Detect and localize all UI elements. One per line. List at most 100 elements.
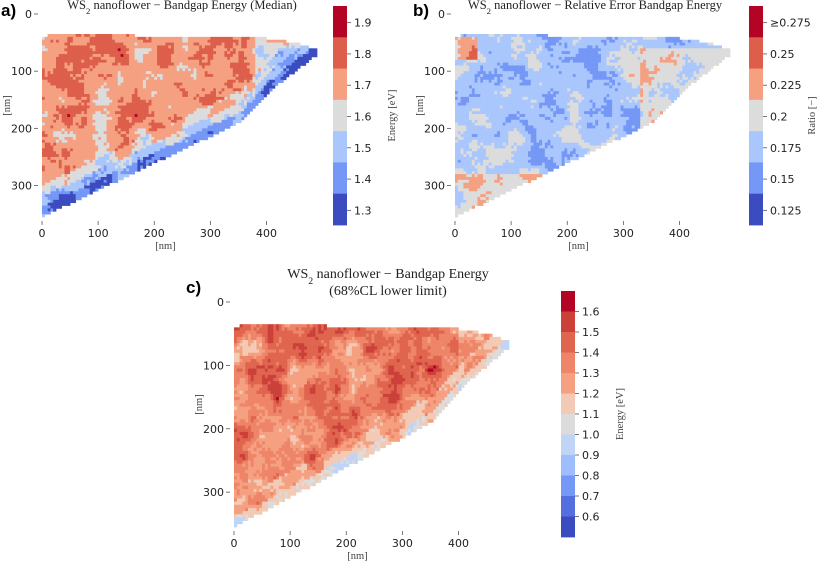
heatmap-cell — [556, 65, 560, 69]
heatmap-cell — [103, 42, 107, 46]
heatmap-cell — [179, 134, 183, 138]
heatmap-cell — [249, 48, 253, 52]
heatmap-cell — [120, 136, 124, 141]
heatmap-cell — [95, 156, 99, 161]
heatmap-cell — [106, 56, 110, 61]
heatmap-cell — [721, 48, 725, 52]
heatmap-cell — [553, 54, 557, 58]
heatmap-cell — [53, 125, 57, 129]
heatmap-cell — [244, 82, 248, 86]
heatmap-cell — [50, 142, 54, 146]
heatmap-cell — [690, 62, 694, 66]
heatmap-cell — [157, 42, 161, 46]
heatmap-cell — [260, 36, 265, 41]
heatmap-cell — [463, 48, 467, 52]
heatmap-cell — [513, 59, 518, 63]
heatmap-cell — [112, 76, 116, 81]
heatmap-cell — [536, 65, 540, 69]
heatmap-cell — [72, 91, 77, 95]
heatmap-cell — [210, 71, 214, 75]
heatmap-cell — [297, 45, 301, 49]
heatmap-cell — [140, 94, 144, 98]
heatmap-cell — [148, 151, 152, 155]
heatmap-cell — [56, 145, 60, 149]
heatmap-cell — [56, 125, 60, 129]
heatmap-cell — [137, 74, 141, 78]
heatmap-cell — [162, 59, 166, 63]
heatmap-cell — [131, 111, 135, 115]
heatmap-cell — [249, 99, 253, 103]
heatmap-cell — [67, 154, 71, 158]
heatmap-cell — [140, 65, 144, 69]
heatmap-cell — [47, 108, 51, 112]
heatmap-cell — [252, 36, 256, 41]
heatmap-cell — [469, 48, 473, 52]
heatmap-cell — [210, 125, 214, 129]
heatmap-cell — [182, 116, 186, 121]
heatmap-cell — [84, 91, 88, 95]
heatmap-cell — [210, 39, 214, 43]
heatmap-cell — [466, 59, 470, 63]
heatmap-cell — [190, 99, 194, 103]
heatmap-cell — [628, 42, 633, 46]
heatmap-cell — [154, 156, 158, 161]
heatmap-cell — [92, 56, 96, 61]
heatmap-cell — [100, 116, 105, 121]
heatmap-cell — [72, 151, 77, 155]
heatmap-cell — [75, 48, 79, 52]
heatmap-cell — [151, 111, 155, 115]
heatmap-cell — [623, 59, 627, 63]
heatmap-cell — [690, 39, 694, 43]
heatmap-cell — [134, 142, 138, 146]
heatmap-cell — [637, 39, 641, 43]
heatmap-cell — [84, 114, 88, 118]
heatmap-cell — [204, 36, 208, 41]
heatmap-cell — [131, 128, 135, 132]
heatmap-cell — [157, 114, 161, 118]
heatmap-cell — [42, 182, 46, 186]
heatmap-cell — [288, 42, 293, 46]
heatmap-cell — [100, 34, 105, 38]
heatmap-cell — [109, 142, 113, 146]
heatmap-cell — [218, 96, 222, 101]
heatmap-cell — [272, 56, 276, 61]
heatmap-cell — [56, 154, 60, 158]
heatmap-cell — [592, 68, 596, 72]
heatmap-cell — [244, 114, 248, 118]
heatmap-cell — [207, 45, 211, 49]
heatmap-cell — [143, 151, 147, 155]
heatmap-cell — [502, 51, 506, 55]
heatmap-cell — [159, 59, 164, 63]
heatmap-cell — [213, 65, 217, 69]
heatmap-cell — [58, 165, 62, 169]
heatmap-cell — [154, 114, 158, 118]
heatmap-cell — [61, 182, 65, 186]
heatmap-cell — [592, 65, 596, 69]
heatmap-cell — [95, 45, 99, 49]
heatmap-cell — [47, 94, 51, 98]
heatmap-cell — [75, 105, 79, 109]
heatmap-cell — [600, 36, 605, 41]
heatmap-cell — [148, 56, 152, 61]
heatmap-cell — [162, 76, 166, 81]
heatmap-cell — [58, 88, 62, 92]
heatmap-cell — [272, 51, 276, 55]
heatmap-cell — [70, 188, 74, 192]
heatmap-cell — [109, 128, 113, 132]
heatmap-cell — [117, 96, 121, 101]
heatmap-cell — [474, 51, 478, 55]
heatmap-cell — [92, 156, 96, 161]
heatmap-cell — [162, 68, 166, 72]
heatmap-cell — [123, 156, 127, 161]
heatmap-cell — [148, 111, 152, 115]
heatmap-cell — [190, 51, 194, 55]
heatmap-cell — [112, 99, 116, 103]
heatmap-cell — [648, 65, 652, 69]
heatmap-cell — [612, 42, 616, 46]
heatmap-cell — [480, 34, 484, 38]
heatmap-cell — [168, 74, 172, 78]
heatmap-cell — [455, 45, 459, 49]
heatmap-cell — [47, 99, 51, 103]
heatmap-cell — [463, 59, 467, 63]
heatmap-cell — [508, 48, 512, 52]
